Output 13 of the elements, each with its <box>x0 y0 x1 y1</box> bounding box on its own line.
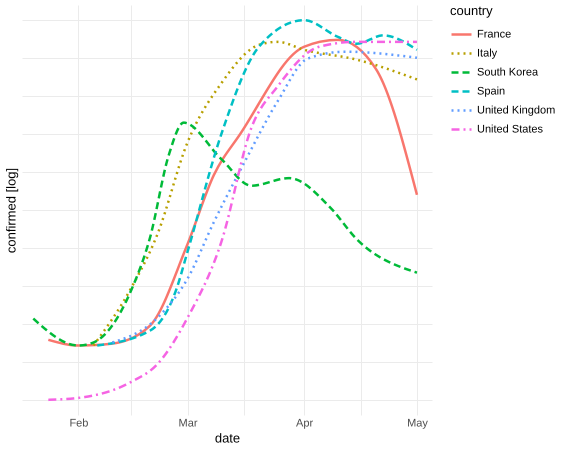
legend-label: South Korea <box>477 66 540 78</box>
y-axis-title: confirmed [log] <box>4 168 18 254</box>
x-tick-label: Feb <box>69 418 88 430</box>
legend-label: Spain <box>477 86 506 98</box>
legend-label: Italy <box>477 48 498 60</box>
x-tick-label: Apr <box>296 418 314 430</box>
x-tick-label: May <box>407 418 428 430</box>
x-tick-label: Mar <box>178 418 198 430</box>
legend-label: France <box>477 28 512 40</box>
x-axis-title: date <box>214 430 240 446</box>
legend-title: country <box>450 3 494 18</box>
legend-label: United Kingdom <box>477 104 556 116</box>
legend-label: United States <box>477 124 544 136</box>
